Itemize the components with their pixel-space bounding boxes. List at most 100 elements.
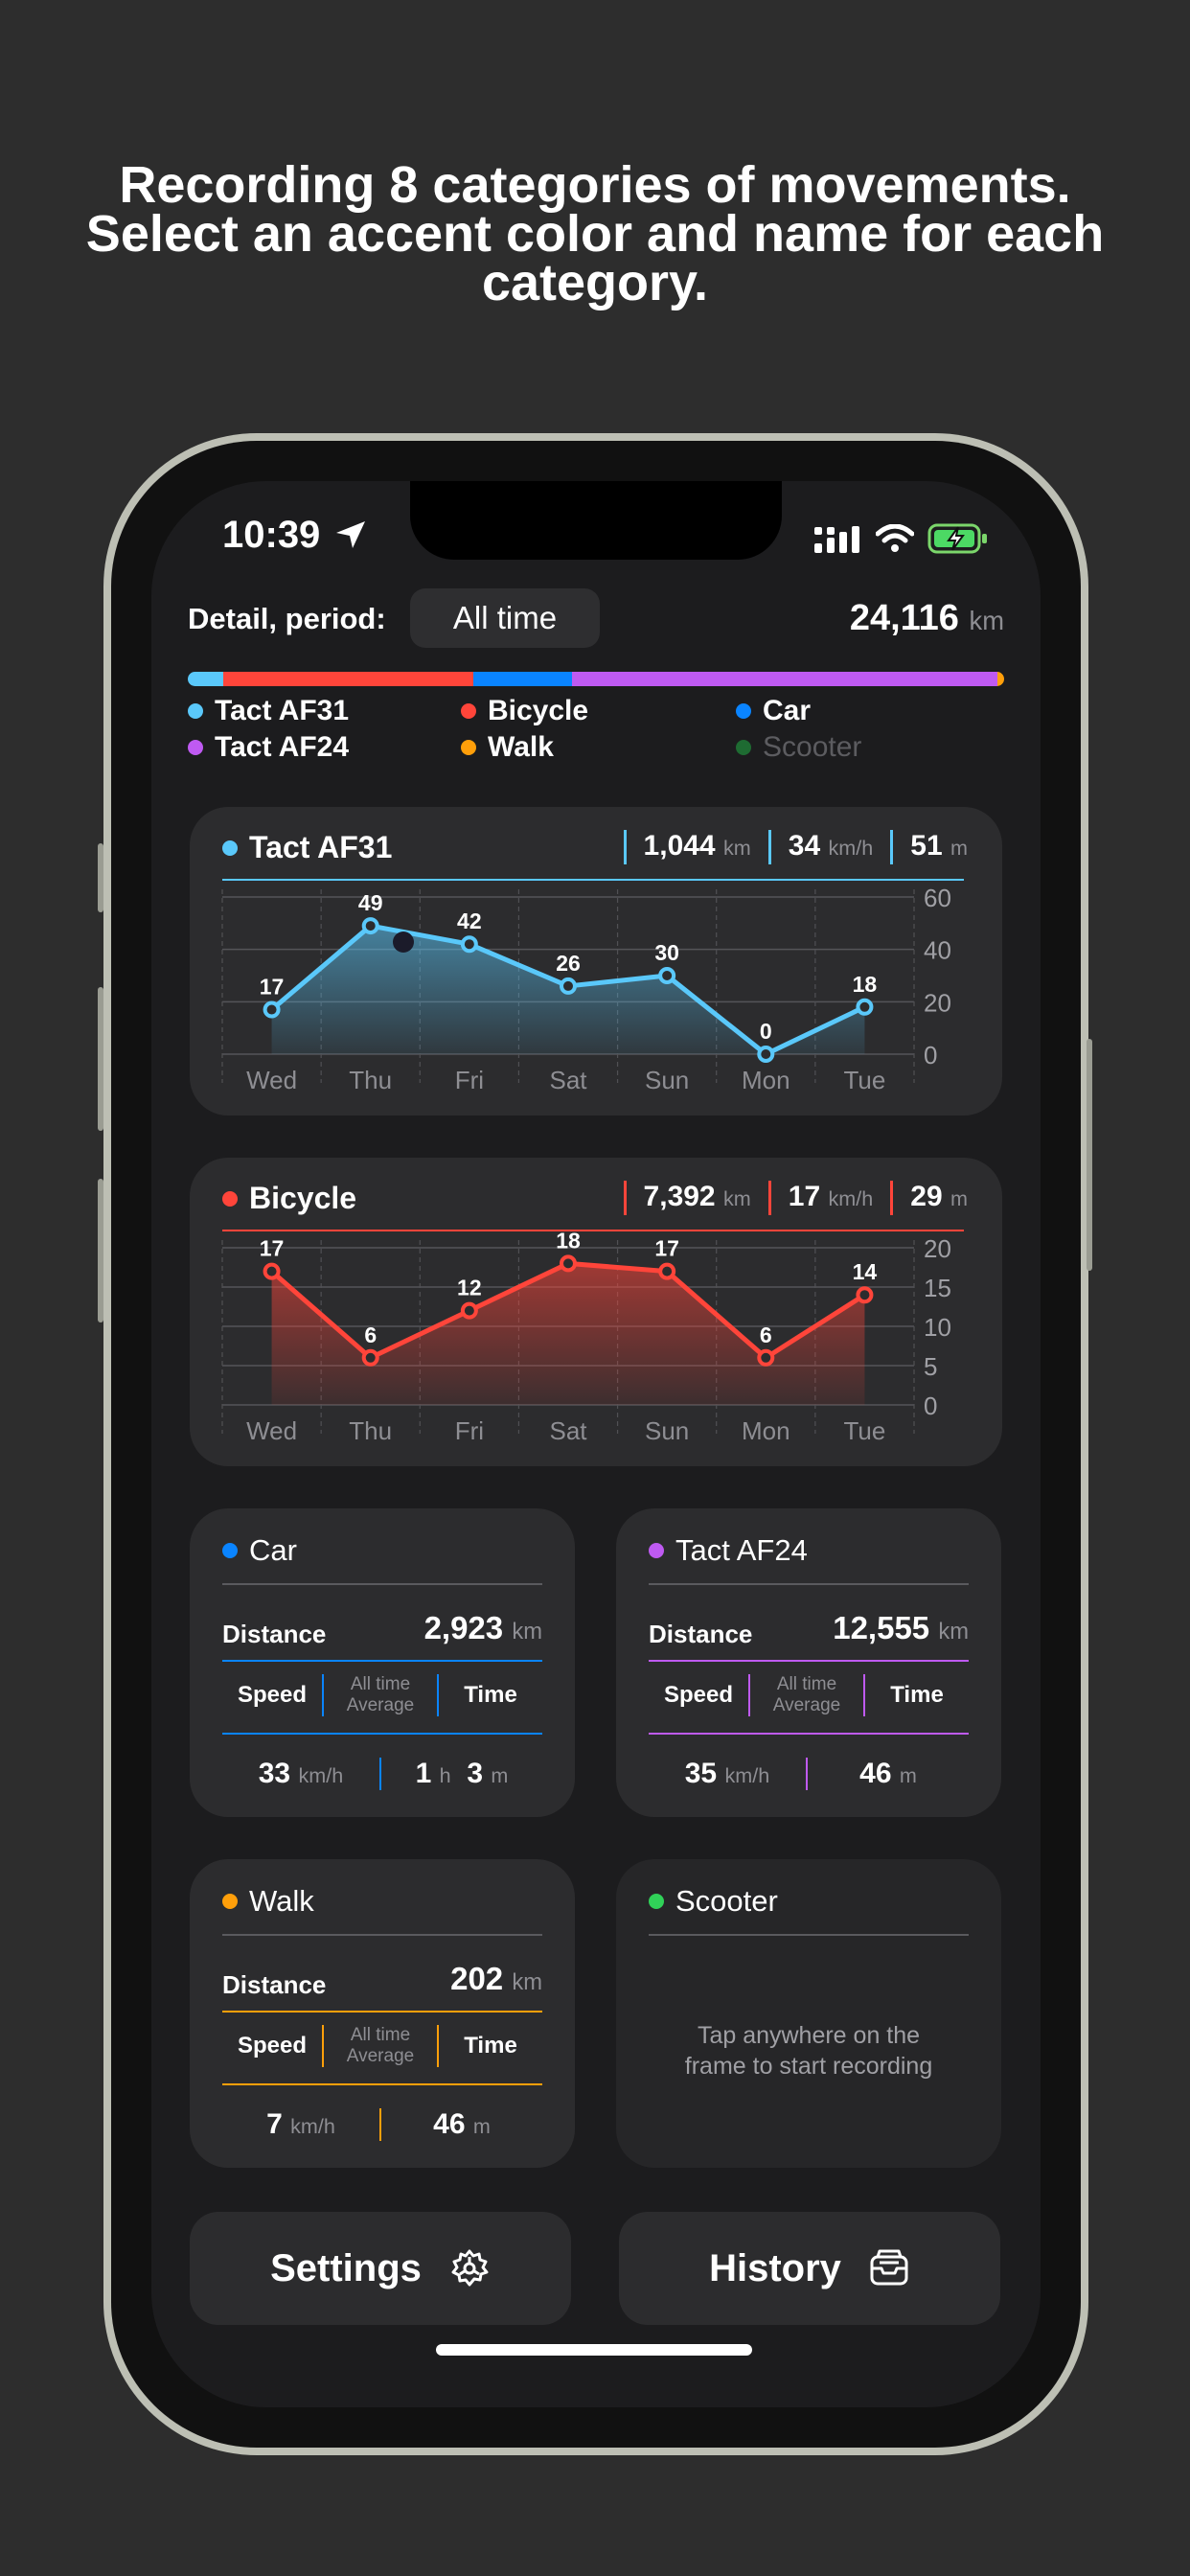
card-title: Car	[222, 1533, 297, 1568]
category-distribution-bar	[188, 672, 1004, 686]
total-distance-value: 24,116	[849, 598, 959, 638]
total-distance-unit: km	[969, 606, 1004, 635]
legend-label: Car	[763, 695, 812, 726]
stat-unit: km/h	[828, 1186, 874, 1210]
stat-unit: m	[950, 1186, 968, 1210]
settings-label: Settings	[270, 2246, 422, 2289]
stat-unit: km/h	[828, 836, 874, 860]
data-point	[757, 1348, 775, 1367]
scooter-card[interactable]: Scooter Tap anywhere on the frame to sta…	[616, 1859, 1001, 2168]
headline-line-2: Select an accent color and name for each	[85, 205, 1105, 263]
distribution-segment	[188, 672, 223, 686]
average-label-line2: Average	[346, 1695, 415, 1715]
x-tick-label: Sat	[549, 1066, 587, 1094]
category-dot	[222, 1894, 238, 1909]
legend-label: Scooter	[763, 731, 862, 763]
average-label-line1: All time	[350, 1674, 411, 1694]
cellular-signal-icon	[814, 526, 859, 553]
y-tick-label: 0	[924, 1392, 937, 1420]
data-label: 18	[853, 972, 878, 997]
location-arrow-icon	[336, 521, 366, 548]
legend-item-car: Car	[736, 694, 1004, 728]
tact-af24-card[interactable]: Tact AF24 Distance 12,555 km Speed All t…	[616, 1508, 1001, 1817]
stat-distance: 7,392 km	[623, 1181, 768, 1215]
data-point	[361, 917, 379, 935]
x-tick-label: Thu	[349, 1066, 392, 1094]
data-label: 17	[654, 1236, 679, 1261]
stat-speed: 17 km/h	[767, 1181, 891, 1215]
time-value: 1 h 3 m	[379, 1758, 542, 1790]
time-label: Time	[464, 2033, 517, 2058]
data-point	[757, 1046, 775, 1063]
time-value: 46 m	[806, 1758, 969, 1790]
tact-af31-chart: 60 40 20 0 17 Wed 49 Thu 42 Fri 26 Sat 30 Sun 0 Mon 18 Tu…	[221, 879, 964, 1094]
x-tick-label: Wed	[246, 1416, 297, 1445]
speed-value: 7 km/h	[222, 2108, 379, 2141]
time-minutes: 46	[433, 2108, 466, 2140]
category-dot	[222, 840, 238, 856]
bicycle-chart: 20 15 10 5 0 17 Wed 6 Thu 12 Fri 18 Sat 17 Sun 6 Mon 14 Tu…	[221, 1228, 964, 1445]
x-tick-label: Mon	[742, 1416, 790, 1445]
distribution-segment	[997, 672, 1004, 686]
stats-values: 33 km/h 1 h 3 m	[222, 1758, 542, 1790]
minutes-unit: m	[472, 2114, 491, 2138]
stats-header: Speed All time Average Time	[649, 1669, 969, 1721]
chart-title: Bicycle	[222, 1181, 968, 1216]
period-selector-button[interactable]: All time	[410, 588, 600, 648]
x-tick-label: Mon	[742, 1066, 790, 1094]
average-label: All time Average	[322, 2025, 439, 2067]
distance-number: 202	[450, 1961, 504, 1996]
tact-af31-chart-card[interactable]: 60 40 20 0 17 Wed 49 Thu 42 Fri 26 Sat 30 Sun 0 Mon 18 Tu…	[190, 807, 1002, 1116]
distribution-segment	[222, 672, 474, 686]
distance-number: 2,923	[423, 1610, 504, 1645]
speed-label: Speed	[663, 1682, 734, 1708]
data-label: 14	[853, 1259, 878, 1284]
data-label: 17	[260, 975, 285, 1000]
distance-unit: km	[938, 1619, 969, 1644]
settings-button[interactable]: Settings	[190, 2212, 571, 2325]
category-dot	[649, 1543, 664, 1558]
x-tick-label: Sun	[645, 1416, 689, 1445]
card-title: Tact AF24	[649, 1533, 808, 1568]
category-dot	[649, 1894, 664, 1909]
distance-label: Distance	[222, 1970, 327, 1999]
distribution-segment	[473, 672, 573, 686]
stats-header: Speed All time Average Time	[222, 1669, 542, 1721]
distance-number: 12,555	[833, 1610, 930, 1645]
bicycle-chart-card[interactable]: 20 15 10 5 0 17 Wed 6 Thu 12 Fri 18 Sat 17 Sun 6 Mon 14 Tu…	[190, 1158, 1002, 1466]
walk-card[interactable]: Walk Distance 202 km Speed All time Avera…	[190, 1859, 575, 2168]
speed-number: 7	[266, 2108, 283, 2140]
legend-item-tact-af24: Tact AF24	[188, 730, 461, 765]
speed-label: Speed	[237, 1682, 308, 1708]
stat-value: 34	[788, 830, 821, 862]
history-button[interactable]: History	[619, 2212, 1000, 2325]
speed-value: 33 km/h	[222, 1758, 379, 1790]
average-label: All time Average	[322, 1674, 439, 1716]
y-tick-label: 15	[924, 1274, 951, 1302]
data-point	[560, 977, 577, 995]
average-label: All time Average	[748, 1674, 865, 1716]
notch	[410, 481, 782, 560]
category-legend: Tact AF31 Bicycle Car Tact AF24 Walk Sco…	[188, 694, 1004, 765]
data-label: 30	[654, 940, 679, 965]
home-indicator[interactable]	[436, 2344, 752, 2356]
chart-header: Tact AF31 1,044 km 34 km/h 51 m	[222, 830, 968, 868]
stats-values: 35 km/h 46 m	[649, 1758, 969, 1790]
data-label: 18	[556, 1228, 581, 1253]
legend-item-walk: Walk	[461, 730, 736, 765]
data-label: 6	[760, 1322, 772, 1347]
hint-line1: Tap anywhere on the	[697, 2022, 921, 2049]
data-label: 0	[760, 1019, 772, 1044]
hours-unit: h	[439, 1763, 451, 1787]
stat-unit: km	[722, 1186, 751, 1210]
divider	[649, 1733, 969, 1735]
volume-up-button	[98, 987, 103, 1131]
car-card[interactable]: Car Distance 2,923 km Speed All time Aver…	[190, 1508, 575, 1817]
data-point	[460, 1301, 478, 1320]
distance-value: 2,923 km	[424, 1610, 542, 1646]
card-title-text: Walk	[249, 1884, 314, 1918]
status-time-text: 10:39	[222, 514, 321, 556]
y-tick-label: 40	[924, 936, 951, 965]
time-value: 46 m	[379, 2108, 542, 2141]
time-label: Time	[464, 1682, 517, 1708]
